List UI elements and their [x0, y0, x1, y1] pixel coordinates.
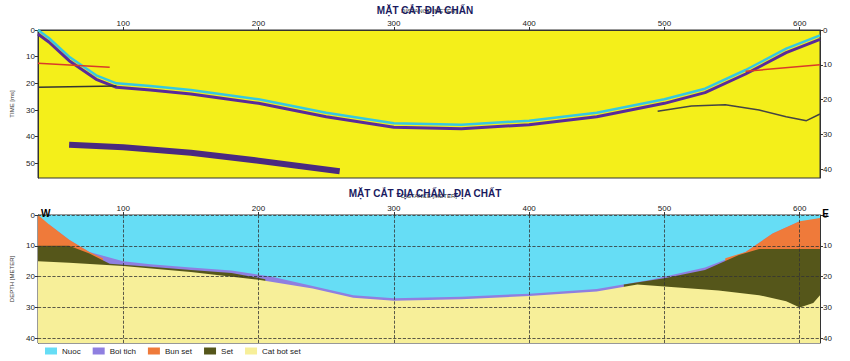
svg-text:40: 40 [823, 165, 832, 174]
svg-text:0: 0 [31, 26, 36, 35]
svg-text:10: 10 [26, 241, 35, 250]
svg-text:MẶT CẮT ĐỊA CHẤN: MẶT CẮT ĐỊA CHẤN [377, 4, 473, 17]
svg-text:30: 30 [823, 303, 832, 312]
svg-text:200: 200 [252, 19, 266, 28]
svg-text:300: 300 [387, 19, 401, 28]
svg-text:Set: Set [221, 347, 234, 356]
svg-text:200: 200 [252, 204, 266, 213]
svg-text:20: 20 [823, 95, 832, 104]
svg-text:30: 30 [26, 106, 35, 115]
svg-text:600: 600 [793, 19, 807, 28]
svg-text:20: 20 [26, 79, 35, 88]
svg-text:Boi tich: Boi tich [110, 347, 136, 356]
svg-text:Nuoc: Nuoc [62, 347, 81, 356]
svg-text:100: 100 [117, 204, 131, 213]
svg-text:40: 40 [823, 334, 832, 343]
svg-text:300: 300 [387, 204, 401, 213]
svg-text:100: 100 [117, 19, 131, 28]
svg-text:40: 40 [26, 334, 35, 343]
svg-text:10: 10 [26, 52, 35, 61]
svg-text:500: 500 [658, 19, 672, 28]
svg-text:W: W [41, 208, 51, 219]
svg-text:20: 20 [26, 272, 35, 281]
svg-text:Cat bot set: Cat bot set [262, 347, 301, 356]
svg-text:DEPTH [METER]: DEPTH [METER] [9, 256, 15, 303]
svg-text:400: 400 [522, 204, 536, 213]
svg-text:0: 0 [31, 211, 36, 220]
svg-text:E: E [822, 208, 829, 219]
svg-text:10: 10 [823, 60, 832, 69]
svg-text:Bun set: Bun set [165, 347, 193, 356]
svg-text:500: 500 [658, 204, 672, 213]
svg-text:MẶT CẮT ĐỊA CHẤN - ĐỊA CHẤT: MẶT CẮT ĐỊA CHẤN - ĐỊA CHẤT [349, 187, 502, 200]
svg-text:400: 400 [522, 19, 536, 28]
svg-text:30: 30 [823, 130, 832, 139]
svg-text:20: 20 [823, 272, 832, 281]
svg-text:0: 0 [823, 26, 828, 35]
svg-text:600: 600 [793, 204, 807, 213]
svg-text:40: 40 [26, 132, 35, 141]
svg-text:50: 50 [26, 159, 35, 168]
svg-text:30: 30 [26, 303, 35, 312]
svg-text:10: 10 [823, 241, 832, 250]
svg-text:TIME [ms]: TIME [ms] [9, 90, 15, 118]
